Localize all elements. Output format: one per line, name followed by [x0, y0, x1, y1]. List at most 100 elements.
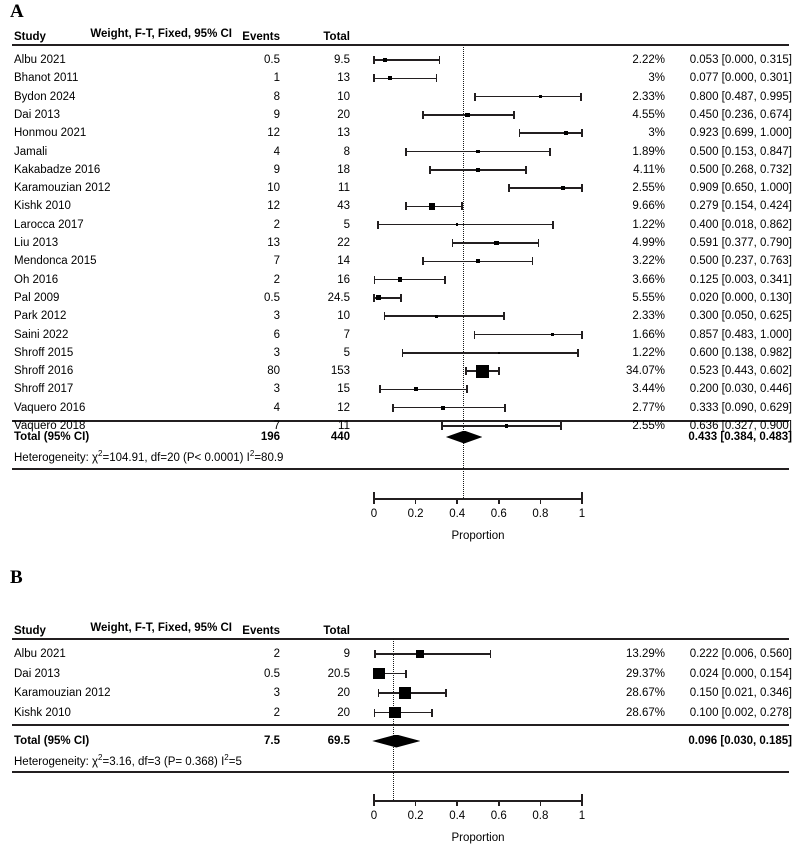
row-weight: 1.89%: [632, 145, 665, 158]
row-events: 0.5: [264, 667, 280, 680]
i-square-exponent: 2: [249, 449, 255, 458]
axis-tick: [497, 800, 500, 806]
total-total: 69.5: [327, 735, 350, 747]
row-study-name: Oh 2016: [14, 273, 59, 286]
row-study-name: Honmou 2021: [14, 127, 87, 140]
row-study-name: Vaquero 2018: [14, 420, 86, 432]
axis-line: [374, 498, 582, 500]
panel-letter-a: A: [10, 1, 24, 22]
row-study-name: Vaquero 2016: [14, 401, 86, 414]
row-events: 2: [273, 218, 280, 231]
row-weight: 2.33%: [632, 310, 665, 323]
axis-tick: [414, 498, 417, 504]
row-ci: 0.024 [0.000, 0.154]: [689, 667, 792, 680]
row-total: 20: [337, 687, 350, 699]
row-events: 12: [267, 200, 280, 213]
axis-tick-label: 0.2: [407, 508, 424, 520]
row-study-name: Liu 2013: [14, 237, 59, 249]
row-study-name: Larocca 2017: [14, 218, 84, 231]
row-weight: 2.55%: [632, 420, 665, 432]
row-events: 7: [273, 420, 280, 432]
row-study-name: Bydon 2024: [14, 90, 76, 103]
table-row: Mendonca 2015 7 14 3.22% 0.500 [0.237, 0.763…: [0, 252, 799, 270]
axis-tick: [456, 498, 459, 504]
total-ci: 0.433 [0.384, 0.483]: [688, 431, 792, 443]
row-ci: 0.150 [0.021, 0.346]: [689, 687, 792, 699]
row-study-name: Mendonca 2015: [14, 255, 97, 268]
row-total: 43: [337, 200, 350, 213]
row-total: 16: [337, 273, 350, 286]
row-events: 1: [273, 72, 280, 85]
row-weight: 3.44%: [632, 383, 665, 396]
row-events: 10: [267, 182, 280, 195]
axis-tick-label: 0.8: [532, 810, 549, 822]
row-weight: 4.55%: [632, 108, 665, 121]
heterogeneity-prefix: Heterogeneity: χ: [14, 755, 99, 768]
table-row: Bhanot 2011 1 13 3% 0.077 [0.000, 0.301]: [0, 69, 799, 87]
row-total: 15: [337, 383, 350, 396]
row-ci: 0.500 [0.268, 0.732]: [689, 163, 792, 176]
table-rule-3: [12, 771, 789, 773]
row-weight: 28.67%: [625, 687, 665, 699]
column-header-weight-ci: Weight, F-T, Fixed, 95% CI: [90, 28, 232, 40]
row-study-name: Kishk 2010: [14, 200, 71, 213]
axis-tick: [539, 498, 542, 504]
row-study-name: Karamouzian 2012: [14, 687, 111, 699]
row-weight: 3%: [648, 127, 665, 140]
axis-tick-label: 0: [370, 810, 378, 822]
axis-tick: [414, 800, 417, 806]
chi-square-exponent: 2: [98, 753, 103, 762]
table-row: Larocca 2017 2 5 1.22% 0.400 [0.018, 0.862]: [0, 216, 799, 234]
row-events: 2: [273, 706, 280, 719]
heterogeneity-prefix: Heterogeneity: χ: [14, 451, 99, 464]
row-events: 0.5: [264, 54, 280, 66]
row-study-name: Shroff 2016: [14, 365, 74, 378]
row-events: 4: [273, 401, 280, 414]
row-ci: 0.591 [0.377, 0.790]: [689, 237, 792, 249]
row-events: 8: [273, 90, 280, 103]
row-total: 22: [337, 237, 350, 249]
i-square-exponent: 2: [224, 753, 229, 762]
row-study-name: Pal 2009: [14, 291, 60, 304]
table-rule-1: [12, 44, 789, 46]
row-study-name: Dai 2013: [14, 667, 61, 680]
row-ci: 0.636 [0.327, 0.900]: [689, 420, 792, 432]
table-row: Shroff 2017 3 15 3.44% 0.200 [0.030, 0.446]: [0, 380, 799, 398]
chi-square-exponent: 2: [98, 449, 103, 458]
row-events: 9: [273, 163, 280, 176]
table-rule-2: [12, 724, 789, 726]
row-weight: 34.07%: [625, 365, 665, 378]
table-row: Kishk 2010 2 20 28.67% 0.100 [0.002, 0.278]: [0, 704, 799, 722]
row-ci: 0.400 [0.018, 0.862]: [689, 218, 792, 231]
table-row: Honmou 2021 12 13 3% 0.923 [0.699, 1.000]: [0, 124, 799, 142]
row-weight: 2.77%: [632, 401, 665, 414]
row-ci: 0.450 [0.236, 0.674]: [689, 108, 792, 121]
row-ci: 0.200 [0.030, 0.446]: [689, 383, 792, 396]
forest-plot-panel-a: A Study Events Total Weight, F-T, Fixed, 95…: [0, 1, 799, 542]
row-study-name: Kishk 2010: [14, 706, 71, 719]
table-row: Vaquero 2018 7 11 2.55% 0.636 [0.327, 0.900]: [0, 417, 799, 435]
column-header-total: Total: [323, 31, 350, 43]
row-weight: 1.22%: [632, 218, 665, 231]
row-events: 2: [273, 273, 280, 286]
table-row: Karamouzian 2012 3 20 28.67% 0.150 [0.021, 0…: [0, 684, 799, 702]
axis-tick-label: 1: [578, 810, 586, 822]
row-weight: 28.67%: [625, 706, 665, 719]
row-ci: 0.500 [0.153, 0.847]: [689, 145, 792, 158]
row-events: 3: [273, 383, 280, 396]
table-row: Albu 2021 2 9 13.29% 0.222 [0.006, 0.560]: [0, 645, 799, 663]
row-total: 5: [343, 218, 350, 231]
panel-letter-b: B: [10, 567, 23, 588]
row-ci: 0.300 [0.050, 0.625]: [689, 310, 792, 323]
row-weight: 3.66%: [632, 273, 665, 286]
row-total: 18: [337, 163, 350, 176]
row-weight: 3.22%: [632, 255, 665, 268]
row-study-name: Bhanot 2011: [14, 72, 79, 85]
row-study-name: Kakabadze 2016: [14, 163, 101, 176]
row-study-name: Park 2012: [14, 310, 67, 323]
column-header-total: Total: [323, 625, 350, 637]
axis-tick-label: 0.6: [490, 508, 507, 520]
axis-tick: [581, 794, 583, 806]
row-ci: 0.020 [0.000, 0.130]: [689, 291, 792, 304]
column-header-events: Events: [242, 31, 280, 43]
